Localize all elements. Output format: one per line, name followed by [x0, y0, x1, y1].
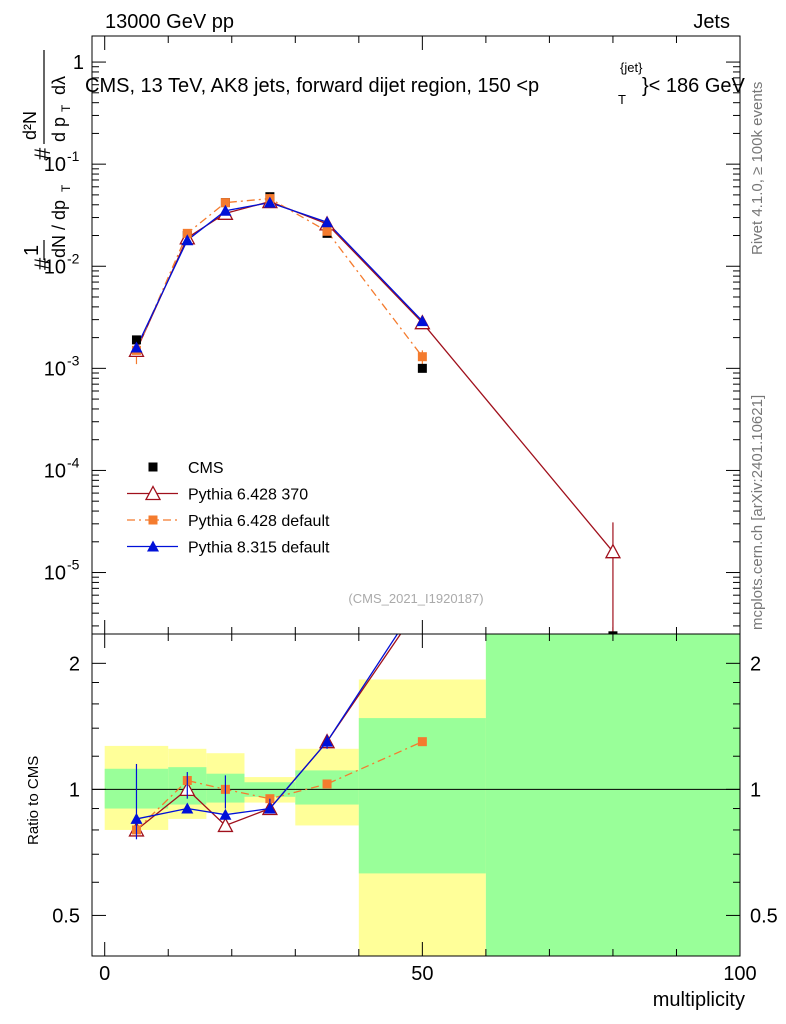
series-point-2 [130, 341, 143, 353]
x-axis-ticks: 0 50 100 [99, 634, 757, 985]
series-line-2 [135, 201, 423, 348]
analysis-watermark: (CMS_2021_I1920187) [348, 591, 483, 606]
ratio-point-1 [322, 779, 332, 789]
side-label-top: Rivet 4.1.0, ≥ 100k events [749, 82, 766, 255]
x-tick-label: 100 [723, 963, 756, 985]
main-curves [128, 192, 622, 634]
series-point-1 [417, 352, 427, 362]
legend-marker [147, 540, 159, 552]
ratio-curves [128, 634, 427, 840]
plot-title-sup: {jet} [620, 60, 643, 75]
ratio-ylabel: Ratio to CMS [25, 756, 42, 845]
ratio-line-2 [136, 634, 399, 820]
main-tick-label-exponent: -2 [67, 250, 80, 266]
legend-label: CMS [188, 460, 224, 477]
y-axis-label: # 1 dN / dp T # d²N d p T dλ [20, 50, 73, 270]
main-tick-label: 10 [44, 358, 66, 380]
main-tick-label-exponent: -4 [67, 454, 80, 470]
svg-text:T: T [59, 184, 73, 192]
main-tick-label: 10 [44, 256, 66, 278]
ratio-band-green [485, 634, 740, 956]
plot-title: CMS, 13 TeV, AK8 jets, forward dijet reg… [85, 60, 746, 107]
main-tick-label-exponent: -5 [67, 557, 80, 573]
plot-title-text: CMS, 13 TeV, AK8 jets, forward dijet reg… [85, 75, 539, 97]
plot-title-sub: T [618, 92, 626, 107]
header-right: Jets [693, 11, 730, 33]
ratio-tick-label-right: 0.5 [750, 905, 778, 927]
ratio-point-2 [181, 802, 194, 814]
series-point-1 [322, 226, 332, 236]
x-tick-label: 0 [99, 963, 110, 985]
svg-text:d p: d p [49, 117, 69, 142]
legend-marker [144, 485, 162, 501]
legend-marker [148, 515, 158, 525]
ratio-axis-ticks: 0.5 0.5 1 1 2 2 [52, 653, 778, 927]
series-point-2 [321, 216, 334, 228]
series-point-2 [181, 234, 194, 246]
series-point-2 [219, 204, 232, 216]
ratio-point-0 [217, 817, 234, 833]
svg-text:dλ: dλ [49, 76, 69, 95]
series-point-0 [604, 543, 622, 559]
svg-text:T: T [59, 104, 73, 112]
ratio-tick-label-left: 2 [69, 653, 80, 675]
legend-label: Pythia 6.428 default [188, 513, 330, 530]
ratio-point-2 [219, 808, 232, 820]
main-tick-label: 10 [44, 460, 66, 482]
ratio-panel [91, 633, 741, 957]
series-point-2 [263, 196, 276, 208]
legend: CMS Pythia 6.428 370 Pythia 6.428 default P… [127, 460, 330, 557]
main-tick-label: 10 [44, 154, 66, 176]
ratio-line-1 [136, 741, 423, 831]
cms-data-point [417, 363, 427, 373]
svg-text:dN / dp: dN / dp [49, 200, 69, 258]
cms-data-point [131, 335, 141, 345]
main-tick-label-exponent: -1 [67, 148, 80, 164]
svg-text:#: # [30, 257, 55, 270]
ratio-tick-label-right: 1 [750, 779, 761, 801]
ratio-tick-label-left: 0.5 [52, 905, 80, 927]
main-tick-label: 10 [44, 563, 66, 585]
side-label-bottom: mcplots.cern.ch [arXiv:2401.10621] [749, 395, 766, 630]
x-axis-label: multiplicity [653, 989, 745, 1011]
legend-marker [148, 462, 158, 472]
x-tick-label: 50 [411, 963, 433, 985]
svg-text:d²N: d²N [20, 111, 40, 140]
svg-text:#: # [30, 147, 55, 160]
series-point-1 [220, 198, 230, 208]
main-tick-label-exponent: -3 [67, 352, 80, 368]
main-tick-label: 1 [73, 52, 84, 74]
legend-label: Pythia 8.315 default [188, 540, 330, 557]
legend-label: Pythia 6.428 370 [188, 487, 308, 504]
ratio-tick-label-right: 2 [750, 653, 761, 675]
ratio-point-1 [417, 737, 427, 747]
series-point-2 [416, 315, 429, 327]
main-axis-ticks: 10 -510 -410 -310 -210 -11 [44, 36, 741, 634]
svg-text:1: 1 [21, 245, 43, 256]
plot-title-end: }< 186 GeV [642, 75, 746, 97]
ratio-tick-label-left: 1 [69, 779, 80, 801]
cms-data-point [608, 631, 618, 634]
series-line-1 [135, 197, 423, 358]
series-point-1 [182, 228, 192, 238]
header-left: 13000 GeV pp [105, 11, 234, 33]
